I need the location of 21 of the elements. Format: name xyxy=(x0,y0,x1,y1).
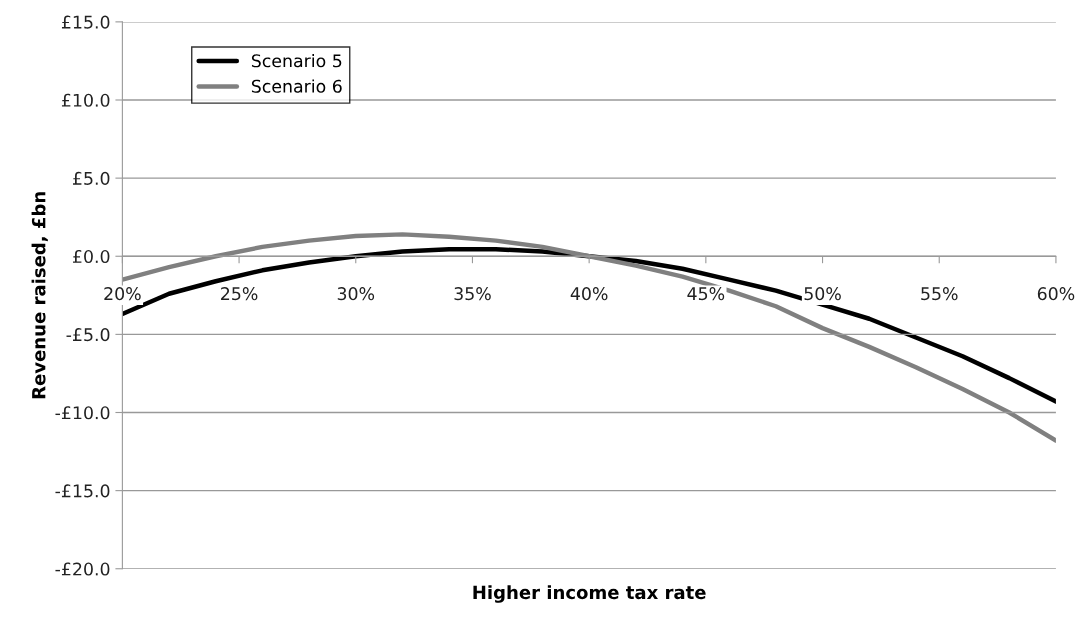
x-tick-label: 40% xyxy=(570,287,608,301)
x-tick-label: 35% xyxy=(454,287,491,301)
legend-label: Scenario 6 xyxy=(251,79,342,93)
x-tick-label: 50% xyxy=(804,287,841,301)
y-tick-label: £0.0 xyxy=(73,249,110,264)
x-tick-label: 60% xyxy=(1037,287,1075,301)
x-tick-label: 30% xyxy=(337,287,375,301)
x-tick-label: 55% xyxy=(921,287,958,301)
y-tick-label: -£5.0 xyxy=(66,328,110,342)
x-tick-label: 20% xyxy=(104,287,141,301)
y-axis-title: Revenue raised, £bn xyxy=(31,192,48,399)
legend-label: Scenario 5 xyxy=(251,53,342,68)
x-tick-label: 45% xyxy=(687,287,725,301)
x-tick-label: 25% xyxy=(221,287,258,301)
y-tick-label: -£10.0 xyxy=(55,406,110,420)
y-tick-label: -£20.0 xyxy=(55,562,110,576)
y-tick-label: -£15.0 xyxy=(55,484,110,498)
y-tick-label: £10.0 xyxy=(61,93,110,107)
y-tick-label: £5.0 xyxy=(73,171,110,185)
y-tick-label: £15.0 xyxy=(61,15,110,29)
x-axis-title: Higher income tax rate xyxy=(473,585,706,603)
